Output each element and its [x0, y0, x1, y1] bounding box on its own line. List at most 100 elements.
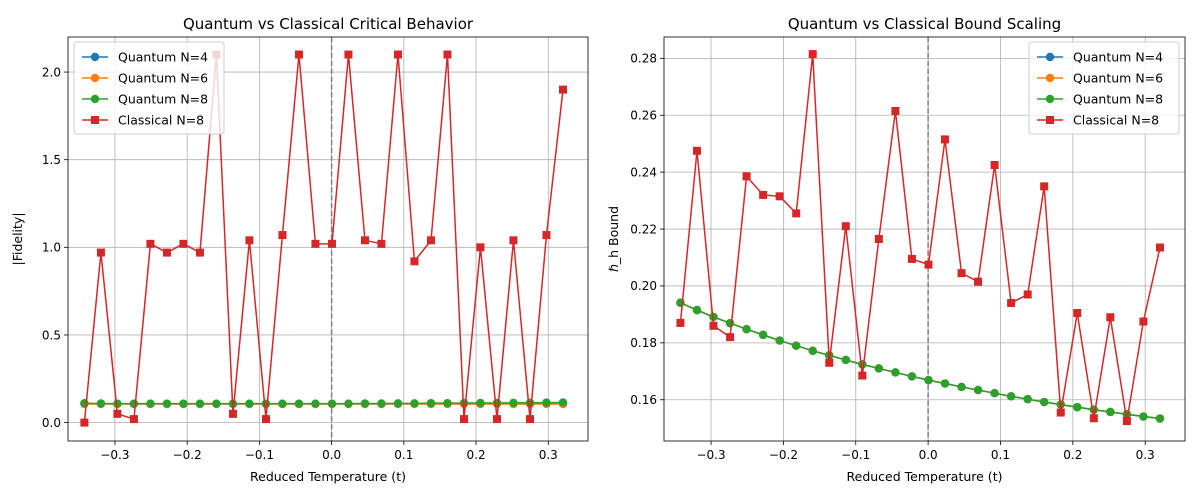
y-tick-label: 0.24: [630, 165, 657, 179]
data-point: [443, 398, 452, 408]
y-tick-label: 1.5: [42, 153, 61, 167]
x-axis-label: Reduced Temperature (t): [847, 469, 1003, 484]
x-tick-label: 0.1: [394, 448, 413, 462]
data-point: [726, 333, 735, 342]
data-point: [146, 239, 155, 248]
data-point: [825, 358, 834, 367]
legend-label: Quantum N=4: [1073, 50, 1163, 65]
series-line: [680, 302, 1161, 420]
data-point: [525, 398, 535, 407]
data-point: [311, 239, 320, 248]
data-point: [410, 399, 419, 408]
data-point: [509, 398, 518, 407]
data-point: [957, 382, 966, 392]
y-tick-label: 0.20: [630, 279, 657, 293]
data-point: [1073, 308, 1082, 317]
data-point: [924, 375, 933, 385]
data-point: [1122, 417, 1131, 426]
chart-title: Quantum vs Classical Bound Scaling: [788, 15, 1061, 33]
legend-frame: [1028, 41, 1180, 135]
data-point: [179, 239, 188, 248]
data-point: [940, 379, 950, 388]
data-point: [924, 260, 933, 269]
data-point: [327, 399, 337, 408]
x-tick-label: 0.0: [322, 448, 341, 462]
data-point: [1023, 290, 1032, 299]
data-point: [179, 399, 188, 408]
legend-label: Classical N=8: [118, 113, 204, 128]
y-tick-label: 0.16: [630, 393, 657, 407]
data-point: [742, 324, 751, 334]
data-point: [393, 50, 402, 59]
y-tick-label: 0.5: [42, 328, 61, 342]
data-point: [162, 399, 172, 408]
legend-marker: [90, 94, 100, 104]
data-point: [344, 399, 353, 408]
x-tick-label: −0.3: [696, 448, 725, 462]
x-tick-label: 0.2: [467, 448, 486, 462]
ticks: −0.3 −0.2 −0.1 0.0 0.1 0.2 0.3 0.16 0.18 0.20 0.22…: [630, 52, 1154, 462]
data-point: [1073, 402, 1082, 412]
data-point: [195, 248, 204, 257]
data-point: [990, 389, 999, 398]
data-point: [212, 399, 221, 408]
data-point: [1155, 414, 1165, 423]
x-tick-label: 0.0: [919, 448, 938, 462]
axes-frame: [67, 36, 589, 442]
data-point: [973, 385, 983, 395]
x-tick-label: 0.3: [1136, 448, 1155, 462]
x-tick-label: −0.3: [100, 448, 129, 462]
legend-label: Classical N=8: [1073, 113, 1159, 128]
data-point: [725, 319, 735, 328]
legend-label: Quantum N=8: [1073, 92, 1163, 107]
data-point: [1139, 412, 1148, 421]
data-point: [974, 277, 983, 286]
data-point: [758, 330, 768, 340]
data-point: [558, 398, 568, 407]
data-point: [874, 235, 883, 243]
data-point: [245, 399, 254, 408]
data-point: [676, 318, 685, 327]
data-point: [1106, 407, 1115, 417]
data-point: [957, 269, 966, 278]
legend-marker: [91, 116, 99, 124]
data-point: [426, 398, 436, 408]
y-tick-label: 0.28: [630, 52, 657, 66]
data-point: [360, 236, 369, 245]
data-point: [1139, 317, 1148, 326]
data-point: [377, 239, 386, 248]
data-point: [261, 399, 271, 408]
data-point: [509, 236, 518, 245]
data-point: [692, 146, 701, 155]
data-point: [1089, 405, 1099, 414]
data-point: [559, 85, 568, 94]
y-tick-label: 0.18: [630, 336, 657, 350]
data-point: [1040, 182, 1049, 191]
series-line: [680, 302, 1161, 420]
x-tick-label: −0.2: [769, 448, 798, 462]
legend-marker: [1045, 73, 1055, 83]
legend-item: Classical N=8: [1037, 113, 1159, 128]
series-line: [84, 401, 564, 405]
x-tick-label: 0.1: [991, 448, 1010, 462]
x-axis-label: Reduced Temperature (t): [250, 469, 406, 484]
data-point: [940, 135, 949, 144]
data-point: [96, 399, 106, 408]
legend-label: Quantum N=6: [118, 71, 208, 86]
y-tick-label: 0.22: [630, 222, 657, 236]
y-axis-label: ℏ_h Bound: [606, 206, 621, 272]
data-point: [410, 257, 419, 266]
data-point: [162, 248, 171, 257]
data-point: [278, 399, 287, 408]
data-point: [841, 355, 850, 365]
data-point: [742, 172, 751, 181]
data-point: [907, 254, 916, 263]
plot-lines: [80, 50, 568, 427]
data-point: [1006, 392, 1016, 401]
data-point: [1089, 414, 1098, 423]
data-point: [311, 399, 320, 408]
series-line: [680, 302, 1161, 420]
data-point: [80, 418, 89, 427]
legend-item: Quantum N=8: [1037, 92, 1163, 107]
